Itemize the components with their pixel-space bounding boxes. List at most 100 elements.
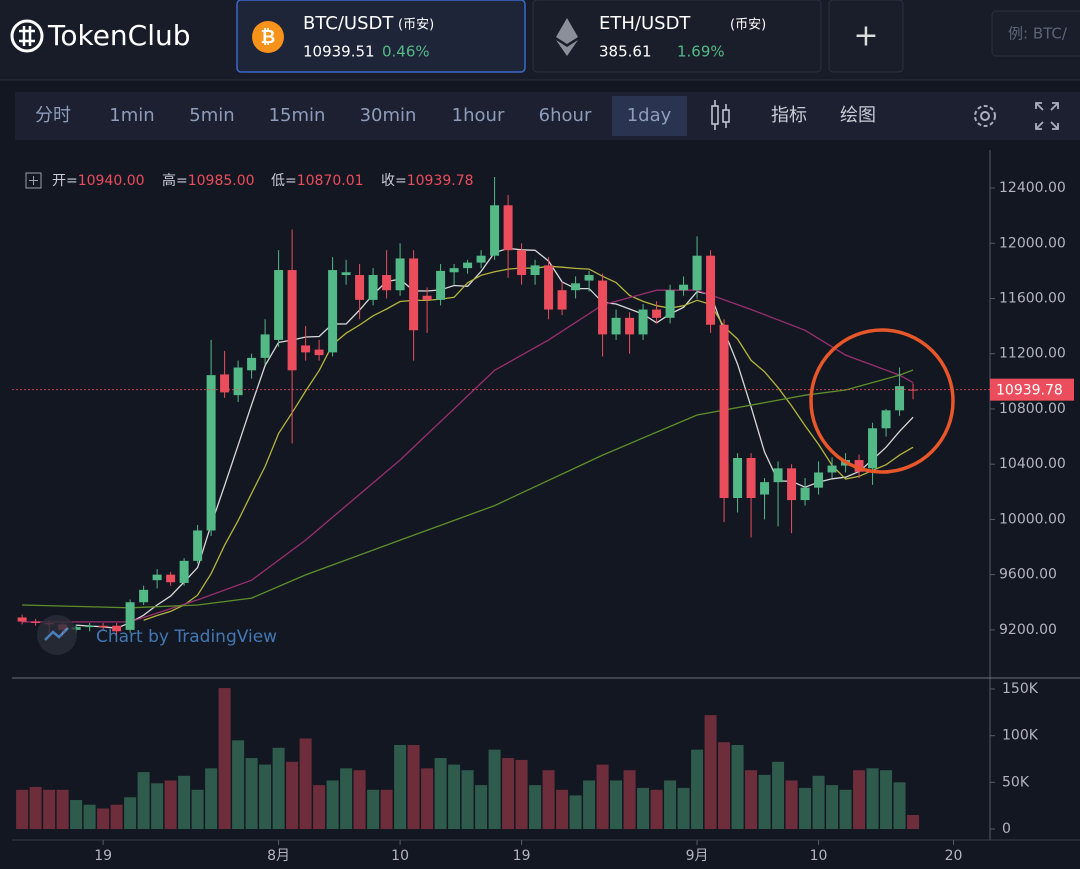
ohlc-value: 10940.00 <box>78 173 145 189</box>
volume-bar <box>70 800 83 829</box>
toolbar-button[interactable]: 1hour <box>452 105 505 126</box>
logo[interactable]: TokenClub <box>10 19 191 53</box>
volume-bar <box>259 764 272 829</box>
tab-change: 0.46% <box>382 43 430 61</box>
volume-bar <box>461 770 474 829</box>
candle-body <box>733 457 743 499</box>
volume-bar <box>569 795 582 829</box>
watermark-logo-line <box>44 627 69 641</box>
x-tick-label: 9月 <box>686 848 709 864</box>
candle-body <box>652 309 662 318</box>
volume-bar <box>434 758 447 829</box>
volume-bar <box>407 745 420 829</box>
tab-exchange: (币安) <box>730 18 766 33</box>
volume-bar <box>812 775 825 829</box>
volume-bar <box>691 749 704 829</box>
volume-bar <box>16 789 29 829</box>
volume-bar <box>502 758 515 829</box>
volume-bar <box>421 768 434 829</box>
search-box[interactable]: 例: BTC/ <box>991 10 1080 57</box>
active-interval <box>612 96 687 136</box>
volume-bar <box>529 785 542 829</box>
add-tab-button[interactable]: + <box>828 0 904 73</box>
toolbar-button[interactable]: 6hour <box>539 105 592 126</box>
candle-body <box>247 357 257 371</box>
volume-tick-label: 0 <box>1002 821 1011 837</box>
tab-exchange: (币安) <box>398 18 434 33</box>
candle-body <box>544 265 554 310</box>
tab-btc[interactable]: ₿ BTC/USDT (币安) 10939.51 0.46% <box>236 0 526 73</box>
volume-bar <box>286 761 299 829</box>
y-tick-label: 10000.00 <box>999 511 1066 527</box>
candle-body <box>625 317 635 335</box>
toolbar-button[interactable]: 指标 <box>771 105 807 126</box>
volume-bar <box>448 764 461 829</box>
x-tick-label: 19 <box>513 848 531 864</box>
candle-body <box>517 250 527 276</box>
candle-body <box>98 625 108 628</box>
ohlc-legend: 开=10940.00 高=10985.00 低=10870.01 收=10939… <box>52 172 474 189</box>
add-icon: + <box>853 19 878 54</box>
candle-body <box>422 295 432 300</box>
candle-body <box>220 374 230 393</box>
volume-bar <box>623 770 636 829</box>
toolbar-button[interactable]: 1min <box>109 105 154 126</box>
volume-bar <box>610 780 623 829</box>
candle-body <box>31 621 41 623</box>
ohlc-label: 收= <box>381 173 407 189</box>
volume-bar <box>205 768 218 829</box>
volume-bar <box>907 815 920 829</box>
volume-bar <box>853 770 866 829</box>
legend-toggle[interactable] <box>25 172 42 189</box>
volume-bar <box>299 738 312 829</box>
candle-body <box>152 574 162 581</box>
chart-style-button[interactable] <box>711 100 730 130</box>
volume-bar <box>56 789 69 829</box>
tab-box <box>236 0 526 73</box>
ohlc-label: 开= <box>52 173 78 189</box>
candle-body <box>787 468 797 501</box>
x-tick-label: 20 <box>945 848 963 864</box>
volume-bar <box>704 715 717 829</box>
fullscreen-button[interactable] <box>1035 102 1059 130</box>
toolbar-button[interactable]: 绘图 <box>840 105 876 126</box>
volume-bar <box>340 768 353 829</box>
candle-body <box>611 317 621 335</box>
tab-change: 1.69% <box>677 43 725 61</box>
ohlc-label: 高= <box>162 172 188 189</box>
volume-bar <box>232 740 245 829</box>
settings-button[interactable] <box>974 105 996 127</box>
candle-body <box>868 428 878 469</box>
candle-body <box>206 375 216 531</box>
candle-body <box>584 275 594 281</box>
search-field <box>991 10 1080 57</box>
logo-mark <box>19 26 35 46</box>
y-tick-label: 10400.00 <box>999 456 1066 472</box>
toolbar-button[interactable]: 1day <box>627 105 672 126</box>
volume-bar <box>29 787 42 829</box>
moving-average-line <box>22 289 914 623</box>
candle-body <box>301 345 311 353</box>
tab-price: 385.61 <box>599 43 652 61</box>
toolbar-button[interactable]: 15min <box>269 105 326 126</box>
candle-body <box>760 482 770 495</box>
volume-bar <box>583 780 596 829</box>
logo-text: TokenClub <box>47 19 191 52</box>
candle-body <box>571 283 581 291</box>
tab-eth[interactable]: ETH/USDT (币安) 385.61 1.69% <box>532 0 822 73</box>
candle-body <box>179 560 189 583</box>
candle-body <box>314 349 324 356</box>
candle-body <box>854 460 864 472</box>
toolbar-button[interactable]: 30min <box>360 105 417 126</box>
candle-body <box>692 255 702 291</box>
btc-icon-glyph: ₿ <box>261 27 276 48</box>
volume-bar <box>677 787 690 829</box>
toolbar-button[interactable]: 5min <box>189 105 234 126</box>
candle-body <box>719 324 729 499</box>
candle-body <box>193 530 203 561</box>
volume-bar <box>367 789 380 829</box>
toolbar-button[interactable]: 分时 <box>35 105 71 126</box>
